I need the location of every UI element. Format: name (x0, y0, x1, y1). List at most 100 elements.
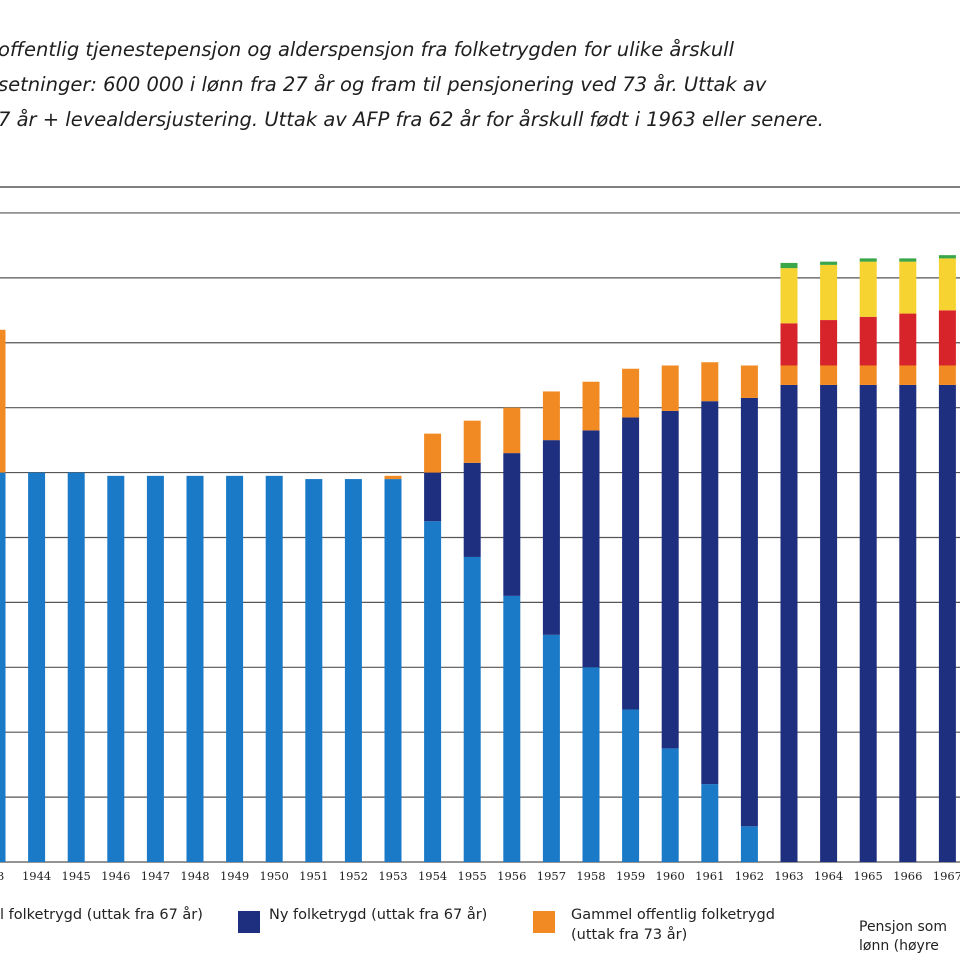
bar-1963-series-2 (780, 365, 798, 385)
legend-label-pensjon-line1: Pensjon som (859, 919, 947, 935)
bar-1961-series-1 (701, 401, 719, 785)
legend-label-gammel-folketrygd: l folketrygd (uttak fra 67 år) (0, 907, 203, 923)
bar-1954-series-2 (424, 433, 442, 473)
bar-1953-series-0 (384, 479, 402, 862)
bar-1957-series-0 (542, 634, 560, 862)
x-tick-label-1954: 1954 (418, 869, 447, 883)
bar-1963-series-1 (780, 384, 798, 862)
caption-line-3: 7 år + levealdersjustering. Uttak av AFP… (0, 108, 824, 131)
bar-1967-series-2 (938, 365, 956, 385)
legend-item-ny-folketrygd: Ny folketrygd (uttak fra 67 år) (269, 905, 487, 925)
bar-1965-series-1 (859, 384, 877, 862)
bar-1960-series-2 (661, 365, 679, 411)
bar-1951-series-0 (305, 479, 323, 862)
x-tick-label-1963: 1963 (774, 869, 803, 883)
caption-line-2: setninger: 600 000 i lønn fra 27 år og f… (0, 73, 767, 96)
x-tick-label-1967: 1967 (933, 869, 960, 883)
x-tick-label-1949: 1949 (220, 869, 249, 883)
x-tick-label-1962: 1962 (735, 869, 764, 883)
bar-1963-series-5 (780, 262, 798, 269)
x-tick-label-1945: 1945 (62, 869, 91, 883)
bar-1947-series-0 (146, 475, 164, 862)
bar-1966-series-5 (899, 258, 917, 262)
bar-1957-series-1 (542, 440, 560, 635)
bar-1949-series-0 (226, 475, 244, 862)
bar-1959-series-2 (622, 368, 640, 418)
bar-1967-series-4 (938, 258, 956, 311)
legend-item-gammel-folketrygd: l folketrygd (uttak fra 67 år) (0, 905, 203, 925)
x-tick-label-1946: 1946 (101, 869, 130, 883)
bar-1964-series-1 (820, 384, 838, 862)
legend-item-gammel-offentlig: Gammel offentlig folketrygd (uttak fra 7… (571, 905, 775, 945)
x-tick-label-1966: 1966 (893, 869, 922, 883)
bar-1966-series-3 (899, 313, 917, 366)
bar-1961-series-0 (701, 784, 719, 862)
x-tick-label-1956: 1956 (497, 869, 526, 883)
bar-1956-series-0 (503, 595, 521, 862)
x-tick-label-1951: 1951 (299, 869, 328, 883)
legend-swatch-ny-folketrygd (238, 911, 260, 933)
bar-1961-series-2 (701, 362, 719, 402)
bar-1943-series-0 (0, 472, 6, 862)
bar-1963-series-4 (780, 268, 798, 324)
x-tick-label-1947: 1947 (141, 869, 170, 883)
x-tick-label-1958: 1958 (576, 869, 605, 883)
legend-label-gammel-offentlig-line1: Gammel offentlig folketrygd (571, 907, 775, 923)
chart-caption: offentlig tjenestepensjon og alderspensj… (0, 32, 960, 137)
x-tick-label-1953: 1953 (378, 869, 407, 883)
bar-1957-series-2 (542, 391, 560, 441)
legend-item-pensjon-lonn: Pensjon som lønn (høyre (859, 918, 947, 956)
bar-1965-series-3 (859, 316, 877, 366)
bar-1966-series-4 (899, 261, 917, 314)
bar-1954-series-1 (424, 472, 442, 522)
x-tick-label-1959: 1959 (616, 869, 645, 883)
x-tick-label-1957: 1957 (537, 869, 566, 883)
bar-1955-series-1 (463, 462, 481, 557)
bar-1944-series-0 (28, 472, 46, 862)
bar-1964-series-4 (820, 264, 838, 321)
bar-1965-series-4 (859, 261, 877, 317)
bar-1958-series-0 (582, 667, 600, 862)
x-tick-label-1955: 1955 (458, 869, 487, 883)
x-tick-label-1961: 1961 (695, 869, 724, 883)
bar-1960-series-1 (661, 410, 679, 749)
legend-swatch-gammel-offentlig (533, 911, 555, 933)
bar-1955-series-2 (463, 420, 481, 463)
bar-1958-series-1 (582, 430, 600, 668)
bar-1967-series-1 (938, 384, 956, 862)
legend-label-pensjon-line2: lønn (høyre (859, 938, 939, 954)
bar-1945-series-0 (67, 472, 85, 862)
x-tick-label-1964: 1964 (814, 869, 843, 883)
bar-1954-series-0 (424, 521, 442, 862)
bar-1953-series-2 (384, 475, 402, 480)
bar-1963-series-3 (780, 323, 798, 366)
bar-1964-series-3 (820, 320, 838, 366)
x-tick-label-1950: 1950 (260, 869, 289, 883)
x-tick-label-1944: 1944 (22, 869, 51, 883)
caption-line-1: offentlig tjenestepensjon og alderspensj… (0, 38, 735, 61)
bar-1943-series-2 (0, 329, 6, 473)
bar-1955-series-0 (463, 556, 481, 862)
bar-1948-series-0 (186, 475, 204, 862)
bar-1966-series-2 (899, 365, 917, 385)
bar-1964-series-5 (820, 261, 838, 265)
bar-1958-series-2 (582, 381, 600, 431)
bar-1967-series-3 (938, 310, 956, 366)
bar-1956-series-2 (503, 407, 521, 454)
bar-1962-series-0 (740, 826, 758, 862)
bar-1956-series-1 (503, 453, 521, 596)
bar-1967-series-5 (938, 255, 956, 259)
bar-1946-series-0 (107, 475, 125, 862)
x-tick-label-1965: 1965 (854, 869, 883, 883)
bar-1965-series-2 (859, 365, 877, 385)
x-tick-label-1960: 1960 (656, 869, 685, 883)
bar-1962-series-2 (740, 365, 758, 398)
bar-1959-series-1 (622, 417, 640, 710)
legend-label-ny-folketrygd: Ny folketrygd (uttak fra 67 år) (269, 907, 488, 923)
bar-1952-series-0 (344, 479, 362, 862)
x-tick-label-1948: 1948 (180, 869, 209, 883)
legend-label-gammel-offentlig-line2: (uttak fra 73 år) (571, 927, 688, 943)
bar-1950-series-0 (265, 475, 283, 862)
bar-1962-series-1 (740, 397, 758, 827)
